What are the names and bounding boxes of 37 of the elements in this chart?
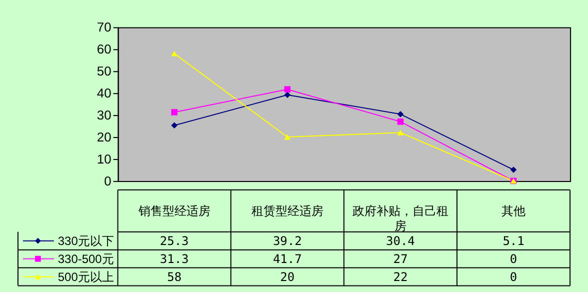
x-tick-label: 租赁型经适房 bbox=[251, 204, 324, 218]
y-tick-label: 10 bbox=[96, 151, 112, 166]
legend-label: 330元以下 bbox=[58, 234, 114, 248]
data-label: 5.1 bbox=[502, 234, 524, 248]
legend-label: 500元以上 bbox=[58, 270, 114, 284]
data-label: 58 bbox=[167, 270, 182, 284]
point bbox=[171, 50, 178, 56]
point bbox=[284, 92, 291, 98]
y-tick-label: 30 bbox=[96, 108, 112, 123]
x-tick-label: 其他 bbox=[502, 204, 526, 218]
point bbox=[510, 166, 517, 173]
data-label: 20 bbox=[280, 270, 295, 284]
data-label: 25.3 bbox=[160, 234, 189, 248]
legend-label: 330-500元 bbox=[58, 252, 114, 266]
data-label: 0 bbox=[510, 270, 518, 284]
y-tick-label: 20 bbox=[96, 130, 112, 145]
point bbox=[284, 134, 291, 140]
data-label: 0 bbox=[510, 252, 518, 266]
data-label: 30.4 bbox=[386, 234, 415, 248]
x-tick-label: 销售型经适房 bbox=[137, 204, 210, 218]
x-tick-label: 政府补贴，自己租房 bbox=[352, 204, 448, 233]
data-label: 41.7 bbox=[272, 252, 302, 266]
data-label: 22 bbox=[393, 270, 408, 284]
data-label: 39.2 bbox=[272, 234, 302, 248]
point bbox=[397, 130, 404, 136]
point bbox=[171, 109, 178, 116]
point bbox=[397, 118, 404, 125]
point bbox=[171, 122, 178, 129]
point bbox=[397, 111, 404, 118]
point bbox=[284, 86, 291, 93]
y-tick-label: 70 bbox=[96, 20, 112, 35]
data-label: 27 bbox=[393, 252, 408, 266]
y-tick-label: 40 bbox=[96, 86, 112, 101]
y-tick-label: 50 bbox=[96, 64, 112, 79]
data-label: 31.3 bbox=[160, 252, 189, 266]
y-tick-label: 0 bbox=[104, 173, 112, 188]
y-tick-label: 60 bbox=[96, 42, 112, 57]
